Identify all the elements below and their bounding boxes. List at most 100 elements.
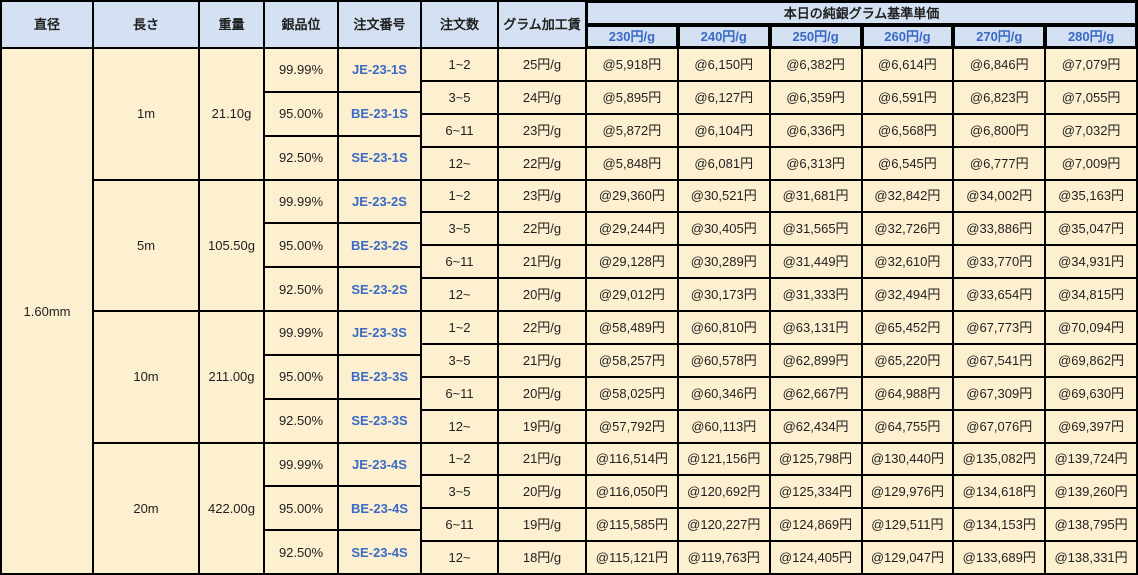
unit-price-value: @60,810円 (678, 312, 769, 343)
order-qty-value: 3~5 (422, 476, 497, 508)
gram-fee-value: 20円/g (499, 377, 585, 409)
unit-price-value: @6,823円 (954, 81, 1045, 113)
unit-price-value: @33,770円 (954, 246, 1045, 278)
price-col-header-250: 250円/g (770, 26, 861, 47)
unit-price-value: @67,773円 (954, 312, 1045, 343)
purity-value: 95.00% (265, 224, 337, 267)
gram-fee-value: 22円/g (499, 312, 585, 343)
unit-price-value: @6,545円 (862, 147, 953, 179)
purity-value: 95.00% (265, 487, 337, 530)
unit-price-value: @62,434円 (770, 410, 861, 442)
purity-value: 99.99% (265, 443, 337, 486)
unit-price-value: @60,578円 (678, 344, 769, 376)
unit-price-value: @130,440円 (862, 443, 953, 475)
unit-price-value: @7,009円 (1046, 147, 1136, 179)
purity-value: 92.50% (265, 399, 337, 442)
unit-price-value: @31,681円 (770, 180, 861, 212)
unit-price-value: @63,131円 (770, 312, 861, 343)
length-value: 10m (94, 312, 198, 442)
purity-value: 95.00% (265, 92, 337, 135)
unit-price-value: @6,313円 (770, 147, 861, 179)
unit-price-value: @115,585円 (587, 509, 677, 541)
unit-price-value: @5,895円 (587, 81, 677, 113)
order-qty-value: 1~2 (422, 49, 497, 80)
unit-price-value: @60,346円 (678, 377, 769, 409)
price-group-header: 本日の純銀グラム基準単価 (587, 2, 1136, 24)
unit-price-value: @64,988円 (862, 377, 953, 409)
order-number-link[interactable]: BE-23-3S (339, 355, 420, 398)
order-qty-value: 6~11 (422, 509, 497, 541)
purity-value: 99.99% (265, 49, 337, 91)
unit-price-value: @124,869円 (770, 509, 861, 541)
unit-price-value: @31,565円 (770, 213, 861, 245)
unit-price-value: @6,150円 (678, 49, 769, 80)
col-header-order-qty: 注文数 (422, 2, 497, 47)
order-number-link[interactable]: BE-23-4S (339, 487, 420, 530)
order-qty-value: 12~ (422, 542, 497, 573)
unit-price-value: @31,333円 (770, 279, 861, 310)
length-value: 1m (94, 49, 198, 179)
unit-price-value: @32,610円 (862, 246, 953, 278)
order-number-link[interactable]: SE-23-2S (339, 268, 420, 310)
unit-price-value: @29,012円 (587, 279, 677, 310)
col-header-weight: 重量 (200, 2, 263, 47)
order-number-link[interactable]: BE-23-2S (339, 224, 420, 267)
gram-fee-value: 22円/g (499, 213, 585, 245)
diameter-value: 1.60mm (2, 49, 92, 573)
unit-price-value: @7,079円 (1046, 49, 1136, 80)
purity-value: 99.99% (265, 312, 337, 354)
order-number-link[interactable]: JE-23-4S (339, 443, 420, 486)
weight-value: 211.00g (200, 312, 263, 442)
order-number-link[interactable]: BE-23-1S (339, 92, 420, 135)
price-col-header-230: 230円/g (587, 26, 677, 47)
unit-price-value: @6,614円 (862, 49, 953, 80)
unit-price-value: @133,689円 (954, 542, 1045, 573)
unit-price-value: @129,976円 (862, 476, 953, 508)
unit-price-value: @69,630円 (1046, 377, 1136, 409)
unit-price-value: @58,489円 (587, 312, 677, 343)
col-header-diameter: 直径 (2, 2, 92, 47)
unit-price-value: @29,244円 (587, 213, 677, 245)
gram-fee-value: 18円/g (499, 542, 585, 573)
unit-price-value: @58,257円 (587, 344, 677, 376)
unit-price-value: @7,032円 (1046, 114, 1136, 146)
gram-fee-value: 23円/g (499, 180, 585, 212)
unit-price-value: @7,055円 (1046, 81, 1136, 113)
unit-price-value: @5,848円 (587, 147, 677, 179)
order-qty-value: 6~11 (422, 114, 497, 146)
order-qty-value: 3~5 (422, 213, 497, 245)
unit-price-value: @6,777円 (954, 147, 1045, 179)
price-col-header-270: 270円/g (954, 26, 1045, 47)
unit-price-value: @6,081円 (678, 147, 769, 179)
gram-fee-value: 24円/g (499, 81, 585, 113)
order-number-link[interactable]: JE-23-1S (339, 49, 420, 91)
order-qty-value: 6~11 (422, 246, 497, 278)
order-number-link[interactable]: JE-23-3S (339, 312, 420, 354)
order-qty-value: 12~ (422, 147, 497, 179)
unit-price-value: @32,842円 (862, 180, 953, 212)
unit-price-value: @116,050円 (587, 476, 677, 508)
purity-value: 92.50% (265, 268, 337, 310)
order-qty-value: 3~5 (422, 81, 497, 113)
unit-price-value: @6,382円 (770, 49, 861, 80)
unit-price-value: @129,047円 (862, 542, 953, 573)
unit-price-value: @138,795円 (1046, 509, 1136, 541)
order-number-link[interactable]: SE-23-3S (339, 399, 420, 442)
order-number-link[interactable]: SE-23-4S (339, 531, 420, 573)
unit-price-value: @33,654円 (954, 279, 1045, 310)
unit-price-value: @6,336円 (770, 114, 861, 146)
weight-value: 105.50g (200, 180, 263, 310)
unit-price-value: @70,094円 (1046, 312, 1136, 343)
unit-price-value: @120,227円 (678, 509, 769, 541)
order-number-link[interactable]: SE-23-1S (339, 136, 420, 179)
unit-price-value: @34,002円 (954, 180, 1045, 212)
unit-price-value: @138,331円 (1046, 542, 1136, 573)
purity-value: 92.50% (265, 531, 337, 573)
order-number-link[interactable]: JE-23-2S (339, 180, 420, 223)
unit-price-value: @6,800円 (954, 114, 1045, 146)
unit-price-value: @34,815円 (1046, 279, 1136, 310)
unit-price-value: @129,511円 (862, 509, 953, 541)
unit-price-value: @67,541円 (954, 344, 1045, 376)
order-qty-value: 12~ (422, 279, 497, 310)
unit-price-value: @30,521円 (678, 180, 769, 212)
